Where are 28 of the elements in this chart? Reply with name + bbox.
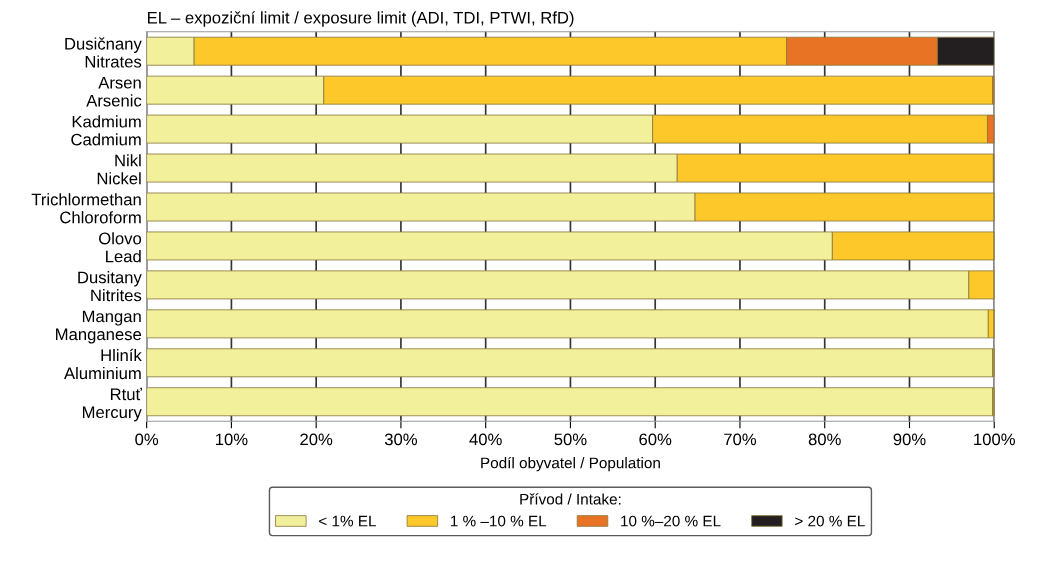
legend-label: 1 % –10 % EL [451, 515, 547, 527]
legend-label: > 20 % EL [795, 515, 865, 527]
x-tick-label: 80% [808, 433, 841, 446]
x-tick-label: 50% [554, 433, 587, 446]
chart-title: EL – expoziční limit / exposure limit (ADI, TDI, PTWI, RfD) [148, 11, 574, 27]
x-axis-title: Podíl obyvatel / Population [481, 456, 660, 472]
x-tick-label: 0% [135, 433, 159, 446]
y-tick-label: Olovo Lead [99, 232, 142, 263]
x-tick-label: 100% [974, 433, 1015, 446]
x-tick-label: 90% [893, 433, 926, 446]
y-tick-label: Rtuť Mercury [82, 387, 142, 422]
y-tick-label: Arsen Arsenic [86, 76, 142, 107]
y-tick-label: Nikl Nickel [97, 154, 141, 185]
x-tick-label: 10% [215, 433, 248, 446]
legend-label: < 1% EL [319, 515, 377, 527]
x-tick-label: 70% [724, 433, 757, 446]
legend-label: 10 %–20 % EL [621, 515, 721, 527]
x-tick-label: 30% [384, 433, 418, 446]
x-tick-label: 20% [300, 433, 333, 446]
y-tick-label: Trichlormethan Chloroform [31, 193, 141, 224]
y-tick-label: Mangan Manganese [56, 310, 142, 344]
y-tick-label: Hliník Aluminium [64, 348, 142, 380]
y-tick-label: Kadmium Cadmium [71, 115, 141, 146]
x-tick-label: 60% [639, 433, 672, 446]
legend-title: Přívod / Intake: [520, 493, 621, 505]
x-tick-label: 40% [469, 433, 502, 446]
y-tick-label: Dusitany Nitrites [78, 271, 142, 302]
y-tick-label: Dusičnany Nitrates [65, 37, 142, 68]
